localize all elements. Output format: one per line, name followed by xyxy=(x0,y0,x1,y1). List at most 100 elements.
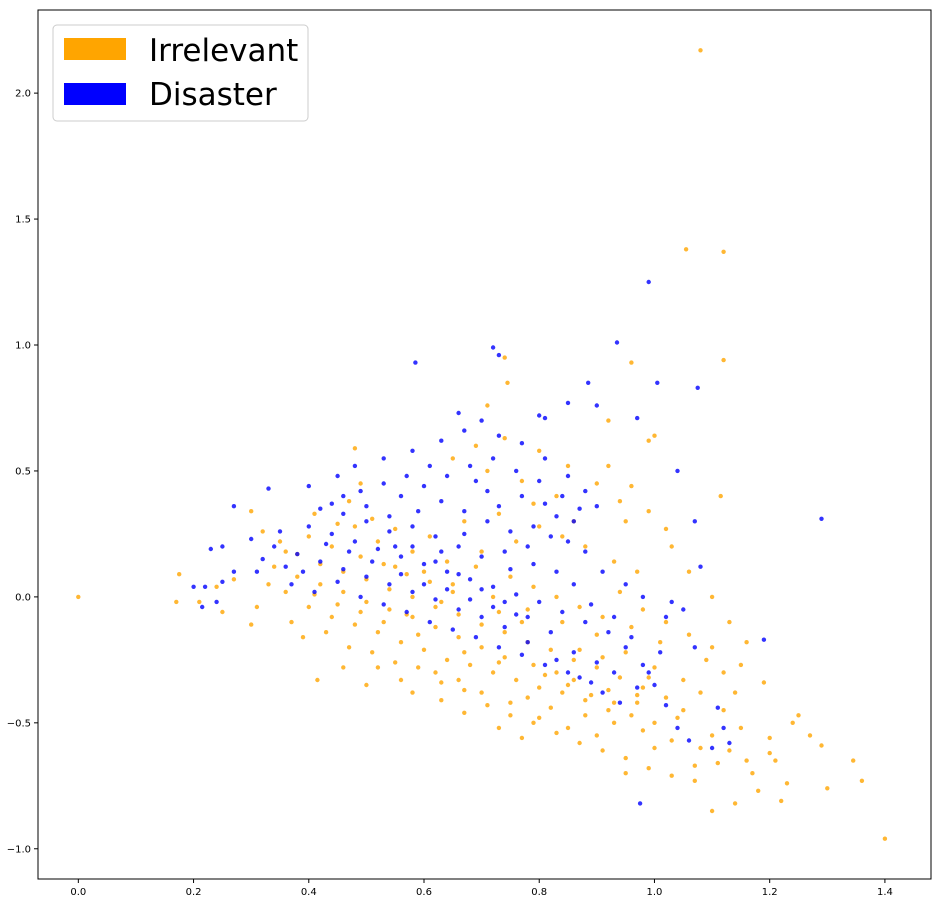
point-irrelevant xyxy=(623,650,628,655)
point-irrelevant xyxy=(433,604,438,610)
point-irrelevant xyxy=(462,687,467,693)
point-irrelevant xyxy=(571,677,576,683)
point-irrelevant xyxy=(370,516,375,521)
point-irrelevant xyxy=(537,524,542,529)
point-disaster xyxy=(381,456,386,461)
point-irrelevant xyxy=(502,630,507,635)
point-irrelevant xyxy=(439,680,444,685)
point-irrelevant xyxy=(335,602,340,607)
point-irrelevant xyxy=(611,559,617,564)
point-disaster xyxy=(600,569,605,574)
point-irrelevant xyxy=(537,715,542,720)
point-disaster xyxy=(637,801,643,806)
point-disaster xyxy=(583,549,588,554)
point-irrelevant xyxy=(462,710,467,715)
point-irrelevant xyxy=(416,632,421,637)
point-disaster xyxy=(318,559,323,564)
point-irrelevant xyxy=(718,493,723,499)
point-disaster xyxy=(565,670,571,675)
axes-frame xyxy=(37,9,932,880)
point-disaster xyxy=(502,624,507,630)
point-irrelevant xyxy=(289,619,294,625)
point-irrelevant xyxy=(490,594,496,600)
point-irrelevant xyxy=(537,448,542,453)
y-axis-ticks: −1.0 −0.5 0.0 0.5 1.0 1.5 2.0 xyxy=(7,89,38,855)
point-disaster xyxy=(606,630,611,635)
point-disaster xyxy=(329,501,334,506)
point-disaster xyxy=(565,473,571,479)
point-disaster xyxy=(640,662,646,668)
point-irrelevant xyxy=(398,640,404,645)
point-irrelevant xyxy=(554,493,559,499)
point-disaster xyxy=(594,403,599,408)
point-irrelevant xyxy=(709,645,715,650)
point-disaster xyxy=(485,488,490,494)
point-disaster xyxy=(635,415,640,421)
point-irrelevant xyxy=(479,622,484,627)
point-disaster xyxy=(692,519,697,524)
point-disaster xyxy=(329,531,334,537)
point-disaster xyxy=(542,501,548,506)
point-disaster xyxy=(231,504,237,509)
point-disaster xyxy=(496,504,502,509)
point-irrelevant xyxy=(721,357,726,363)
point-disaster xyxy=(554,569,559,574)
point-disaster xyxy=(456,410,461,416)
point-disaster xyxy=(583,619,588,625)
point-irrelevant xyxy=(675,715,680,720)
point-irrelevant xyxy=(617,499,623,504)
point-irrelevant xyxy=(577,604,582,610)
point-irrelevant xyxy=(393,526,398,532)
point-disaster xyxy=(611,670,617,675)
point-disaster xyxy=(421,483,427,489)
point-disaster xyxy=(565,400,571,406)
point-irrelevant xyxy=(508,700,513,705)
point-irrelevant xyxy=(600,748,605,753)
point-irrelevant xyxy=(767,735,772,741)
point-disaster xyxy=(519,441,525,446)
point-irrelevant xyxy=(583,698,588,703)
point-disaster xyxy=(542,415,548,421)
point-irrelevant xyxy=(358,554,363,559)
x-axis-ticks: 0.0 0.2 0.4 0.6 0.8 1.0 1.2 1.4 xyxy=(70,879,893,898)
point-disaster xyxy=(537,599,542,605)
point-disaster xyxy=(611,614,617,620)
point-disaster xyxy=(560,493,565,499)
point-irrelevant xyxy=(375,539,381,544)
point-irrelevant xyxy=(600,614,605,620)
point-disaster xyxy=(433,597,438,602)
point-disaster xyxy=(629,635,634,640)
point-disaster xyxy=(496,645,502,650)
point-irrelevant xyxy=(732,801,738,806)
point-irrelevant xyxy=(174,599,179,605)
point-irrelevant xyxy=(416,665,421,670)
point-irrelevant xyxy=(652,745,657,751)
point-disaster xyxy=(404,609,409,615)
point-irrelevant xyxy=(444,559,450,564)
point-irrelevant xyxy=(617,589,623,595)
point-irrelevant xyxy=(496,725,502,731)
point-irrelevant xyxy=(473,443,479,448)
point-disaster xyxy=(640,594,646,600)
point-disaster xyxy=(490,604,496,610)
point-irrelevant xyxy=(346,645,352,650)
point-disaster xyxy=(381,481,386,486)
point-disaster xyxy=(306,483,311,489)
point-irrelevant xyxy=(306,604,311,610)
point-irrelevant xyxy=(404,572,409,577)
point-disaster xyxy=(548,534,553,539)
point-disaster xyxy=(427,463,432,469)
point-irrelevant xyxy=(220,609,225,615)
point-irrelevant xyxy=(583,544,588,549)
point-disaster xyxy=(398,572,404,577)
point-irrelevant xyxy=(410,594,415,600)
point-irrelevant xyxy=(554,670,559,675)
point-irrelevant xyxy=(531,720,536,725)
point-irrelevant xyxy=(490,670,496,675)
point-disaster xyxy=(508,567,513,572)
point-disaster xyxy=(571,582,576,587)
point-irrelevant xyxy=(177,572,182,577)
point-disaster xyxy=(421,582,427,587)
point-irrelevant xyxy=(560,534,565,539)
point-disaster xyxy=(439,499,444,504)
